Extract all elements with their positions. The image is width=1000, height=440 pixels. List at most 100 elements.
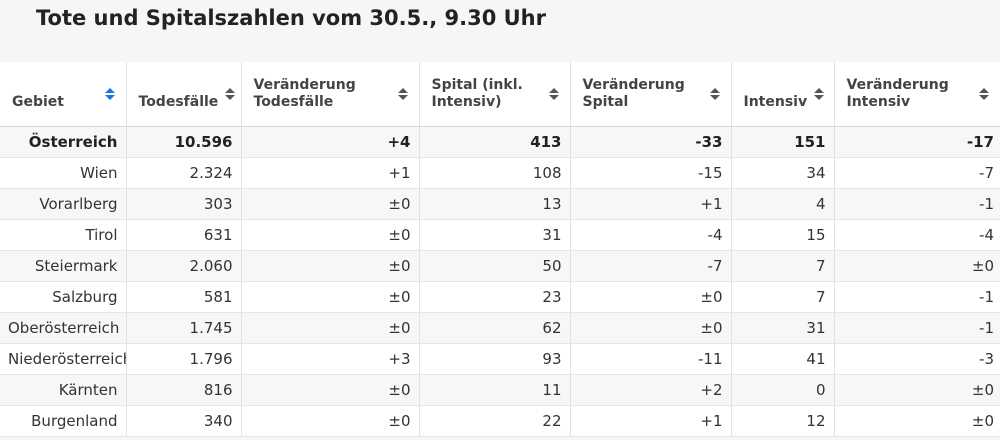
table-row: Steiermark 2.060 ±0 50 -7 7 ±0 (0, 250, 1000, 282)
cell-todesfaelle: 2.324 (126, 157, 242, 189)
column-header-veraenderung-todesfaelle[interactable]: Veränderung Todesfälle (241, 62, 420, 127)
column-header-todesfaelle[interactable]: Todesfälle (126, 62, 242, 127)
cell-veraenderung-intensiv: -1 (834, 188, 1000, 220)
sort-icon[interactable] (548, 88, 560, 100)
cell-intensiv: 151 (731, 126, 835, 158)
cell-intensiv: 7 (731, 250, 835, 282)
column-header-label: Intensiv (743, 94, 808, 110)
cell-veraenderung-intensiv: ±0 (834, 374, 1000, 406)
column-header-gebiet[interactable]: Gebiet (0, 62, 127, 127)
sort-icon[interactable] (813, 88, 825, 100)
cell-veraenderung-spital: -7 (570, 250, 732, 282)
cell-veraenderung-todesfaelle: +1 (241, 157, 420, 189)
cell-intensiv: 0 (731, 374, 835, 406)
table-row: Tirol 631 ±0 31 -4 15 -4 (0, 219, 1000, 251)
table-row: Oberösterreich 1.745 ±0 62 ±0 31 -1 (0, 312, 1000, 344)
cell-gebiet: Salzburg (0, 281, 127, 313)
column-header-label: Todesfälle (138, 94, 219, 110)
cell-todesfaelle: 303 (126, 188, 242, 220)
cell-veraenderung-intensiv: -1 (834, 312, 1000, 344)
cell-intensiv: 31 (731, 312, 835, 344)
cell-veraenderung-todesfaelle: +3 (241, 343, 420, 375)
table-body: Österreich 10.596 +4 413 -33 151 -17 Wie… (0, 126, 1000, 437)
cell-veraenderung-todesfaelle: ±0 (241, 312, 420, 344)
cell-todesfaelle: 816 (126, 374, 242, 406)
sort-icon[interactable] (978, 88, 990, 100)
cell-spital: 108 (419, 157, 571, 189)
cell-spital: 413 (419, 126, 571, 158)
table-row: Wien 2.324 +1 108 -15 34 -7 (0, 157, 1000, 189)
cell-intensiv: 4 (731, 188, 835, 220)
column-header-label: Veränderung Spital (582, 77, 685, 110)
cell-intensiv: 15 (731, 219, 835, 251)
cell-veraenderung-intensiv: -4 (834, 219, 1000, 251)
cell-veraenderung-spital: -15 (570, 157, 732, 189)
cell-todesfaelle: 2.060 (126, 250, 242, 282)
cell-spital: 50 (419, 250, 571, 282)
cell-veraenderung-todesfaelle: ±0 (241, 405, 420, 437)
cell-spital: 11 (419, 374, 571, 406)
sort-icon[interactable] (709, 88, 721, 100)
cell-gebiet: Österreich (0, 126, 127, 158)
sort-icon[interactable] (224, 88, 236, 100)
cell-veraenderung-spital: -33 (570, 126, 732, 158)
column-header-label: Veränderung Todesfälle (253, 77, 356, 110)
stats-table: Gebiet Todesfälle Veränderung Todesfälle (0, 62, 1000, 437)
table-row: Burgenland 340 ±0 22 +1 12 ±0 (0, 405, 1000, 437)
cell-intensiv: 34 (731, 157, 835, 189)
cell-veraenderung-todesfaelle: ±0 (241, 219, 420, 251)
table-row: Kärnten 816 ±0 11 +2 0 ±0 (0, 374, 1000, 406)
cell-spital: 22 (419, 405, 571, 437)
column-header-label: Gebiet (12, 94, 64, 110)
sort-icon[interactable] (397, 88, 409, 100)
cell-gebiet: Burgenland (0, 405, 127, 437)
cell-spital: 62 (419, 312, 571, 344)
cell-todesfaelle: 1.745 (126, 312, 242, 344)
cell-veraenderung-spital: +1 (570, 188, 732, 220)
cell-intensiv: 7 (731, 281, 835, 313)
cell-veraenderung-intensiv: -17 (834, 126, 1000, 158)
cell-gebiet: Wien (0, 157, 127, 189)
cell-spital: 93 (419, 343, 571, 375)
column-header-label: Spital (inkl. Intensiv) (431, 77, 523, 110)
cell-veraenderung-spital: ±0 (570, 281, 732, 313)
cell-intensiv: 41 (731, 343, 835, 375)
cell-veraenderung-spital: +2 (570, 374, 732, 406)
cell-intensiv: 12 (731, 405, 835, 437)
cell-spital: 13 (419, 188, 571, 220)
cell-veraenderung-todesfaelle: ±0 (241, 188, 420, 220)
table-header: Gebiet Todesfälle Veränderung Todesfälle (0, 62, 1000, 127)
cell-gebiet: Tirol (0, 219, 127, 251)
cell-todesfaelle: 581 (126, 281, 242, 313)
cell-spital: 23 (419, 281, 571, 313)
sort-icon[interactable] (104, 88, 116, 100)
cell-todesfaelle: 340 (126, 405, 242, 437)
cell-gebiet: Steiermark (0, 250, 127, 282)
cell-veraenderung-todesfaelle: +4 (241, 126, 420, 158)
cell-veraenderung-spital: +1 (570, 405, 732, 437)
cell-veraenderung-todesfaelle: ±0 (241, 250, 420, 282)
column-header-label: Veränderung Intensiv (846, 77, 949, 110)
cell-veraenderung-todesfaelle: ±0 (241, 374, 420, 406)
cell-veraenderung-intensiv: -1 (834, 281, 1000, 313)
table-row: Salzburg 581 ±0 23 ±0 7 -1 (0, 281, 1000, 313)
cell-todesfaelle: 10.596 (126, 126, 242, 158)
cell-gebiet: Niederösterreich (0, 343, 127, 375)
cell-veraenderung-intensiv: ±0 (834, 250, 1000, 282)
column-header-spital[interactable]: Spital (inkl. Intensiv) (419, 62, 571, 127)
cell-veraenderung-intensiv: ±0 (834, 405, 1000, 437)
column-header-veraenderung-intensiv[interactable]: Veränderung Intensiv (834, 62, 1000, 127)
cell-veraenderung-spital: -4 (570, 219, 732, 251)
cell-veraenderung-intensiv: -7 (834, 157, 1000, 189)
cell-todesfaelle: 1.796 (126, 343, 242, 375)
table-row: Österreich 10.596 +4 413 -33 151 -17 (0, 126, 1000, 158)
cell-gebiet: Vorarlberg (0, 188, 127, 220)
cell-gebiet: Kärnten (0, 374, 127, 406)
table-row: Niederösterreich 1.796 +3 93 -11 41 -3 (0, 343, 1000, 375)
cell-veraenderung-spital: ±0 (570, 312, 732, 344)
cell-todesfaelle: 631 (126, 219, 242, 251)
cell-veraenderung-spital: -11 (570, 343, 732, 375)
column-header-veraenderung-spital[interactable]: Veränderung Spital (570, 62, 732, 127)
column-header-intensiv[interactable]: Intensiv (731, 62, 835, 127)
